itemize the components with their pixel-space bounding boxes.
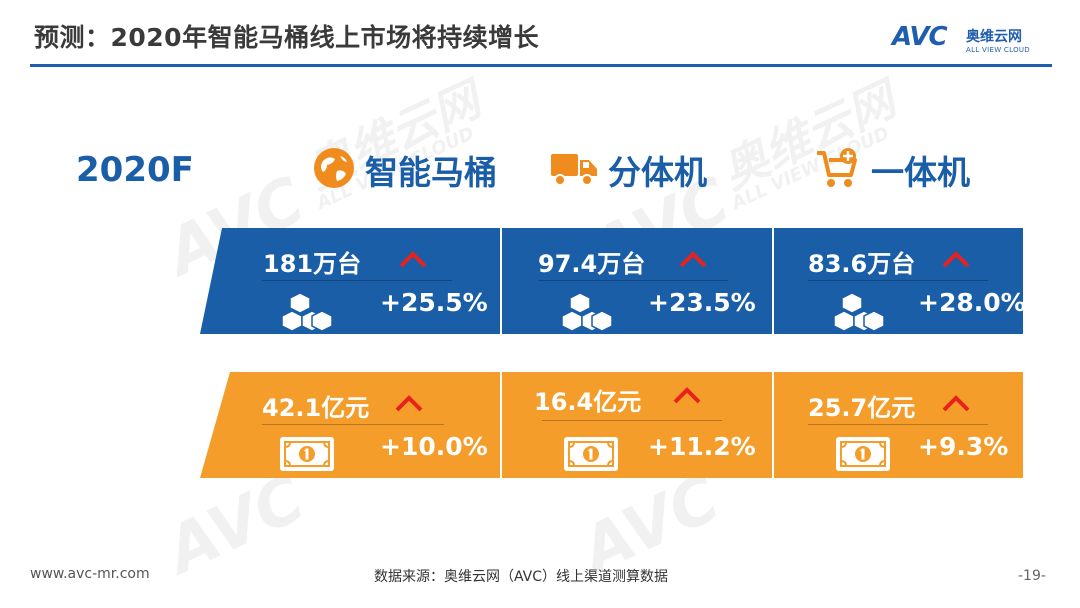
arrow-up-icon (941, 250, 971, 272)
cell-divider-line (542, 420, 722, 421)
header-divider (30, 64, 1052, 67)
data-source-note: 数据来源：奥维云网（AVC）线上渠道测算数据 (374, 569, 669, 585)
revenue-value: 42.1亿元 (262, 394, 370, 422)
column-divider (772, 228, 774, 334)
volume-cell-one-piece: 83.6万台 +28.0% (774, 228, 1023, 334)
boxes-icon (281, 291, 338, 334)
column-header-smart-toilet: 智能马桶 (313, 145, 497, 195)
arrow-up-icon (672, 386, 702, 408)
column-label: 分体机 (608, 153, 707, 192)
column-header-one-piece: 一体机 (815, 145, 970, 195)
truck-icon (550, 148, 598, 192)
arrow-up-icon (941, 394, 971, 416)
volume-cell-smart-toilet: 181万台 +25.5% (200, 228, 500, 334)
column-divider (500, 372, 502, 478)
revenue-cell-split-unit: 16.4亿元 +11.2% (502, 372, 772, 478)
arrow-up-icon (678, 250, 708, 272)
boxes-icon (561, 291, 618, 334)
revenue-value: 25.7亿元 (808, 394, 916, 422)
cell-divider-line (808, 280, 988, 281)
logo-en-text: ALL VIEW CLOUD (966, 46, 1030, 54)
page-title: 预测：2020年智能马桶线上市场将持续增长 (34, 23, 540, 52)
cell-divider-line (262, 280, 452, 281)
website-link[interactable]: www.avc-mr.com (30, 566, 150, 582)
revenue-value: 16.4亿元 (534, 388, 642, 416)
watermark-mark: AVC (156, 461, 316, 589)
column-divider (500, 228, 502, 334)
cell-divider-line (808, 424, 988, 425)
banknote-icon (278, 435, 336, 477)
cell-divider-line (538, 280, 728, 281)
arrow-up-icon (398, 250, 428, 272)
logo-cn-text: 奥维云网 (966, 29, 1022, 45)
column-header-split-unit: 分体机 (550, 145, 707, 195)
cart-icon (815, 147, 861, 193)
revenue-cell-smart-toilet: 42.1亿元 +10.0% (200, 372, 500, 478)
arrow-up-icon (394, 394, 424, 416)
volume-cell-split-unit: 97.4万台 +23.5% (502, 228, 772, 334)
column-label: 一体机 (871, 153, 970, 192)
revenue-growth: +10.0% (380, 432, 488, 461)
banknote-icon (562, 435, 620, 477)
volume-growth: +23.5% (648, 288, 756, 317)
revenue-growth: +9.3% (918, 432, 1009, 461)
volume-value: 83.6万台 (808, 250, 916, 278)
boxes-icon (833, 291, 890, 334)
column-label: 智能马桶 (365, 153, 497, 192)
revenue-cell-one-piece: 25.7亿元 +9.3% (774, 372, 1023, 478)
brand-logo: AVC 奥维云网 ALL VIEW CLOUD (892, 22, 1062, 58)
sales-volume-band: 181万台 +25.5% 97.4万台 (200, 228, 1023, 334)
column-divider (772, 372, 774, 478)
revenue-growth: +11.2% (648, 432, 756, 461)
globe-icon (313, 147, 355, 193)
revenue-band: 42.1亿元 +10.0% 16.4亿元 (200, 372, 1023, 478)
forecast-year-label: 2020F (76, 150, 194, 190)
volume-value: 97.4万台 (538, 250, 646, 278)
volume-value: 181万台 (263, 250, 362, 278)
page-number: -19- (1018, 568, 1046, 584)
volume-growth: +25.5% (380, 288, 488, 317)
volume-growth: +28.0% (918, 288, 1026, 317)
banknote-icon (834, 435, 892, 477)
cell-divider-line (262, 424, 444, 425)
logo-mark: AVC (892, 22, 948, 52)
